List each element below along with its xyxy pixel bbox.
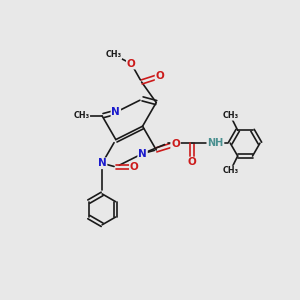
Text: NH: NH — [207, 138, 224, 148]
Text: O: O — [171, 139, 180, 149]
Text: O: O — [127, 58, 136, 69]
Text: N: N — [98, 158, 106, 168]
Text: N: N — [138, 148, 147, 159]
Text: CH₃: CH₃ — [222, 167, 238, 176]
Text: CH₃: CH₃ — [222, 111, 238, 120]
Text: O: O — [187, 158, 196, 167]
Text: O: O — [156, 71, 164, 81]
Text: CH₃: CH₃ — [105, 50, 122, 59]
Text: N: N — [111, 107, 120, 117]
Text: O: O — [130, 162, 139, 172]
Text: CH₃: CH₃ — [73, 111, 89, 120]
